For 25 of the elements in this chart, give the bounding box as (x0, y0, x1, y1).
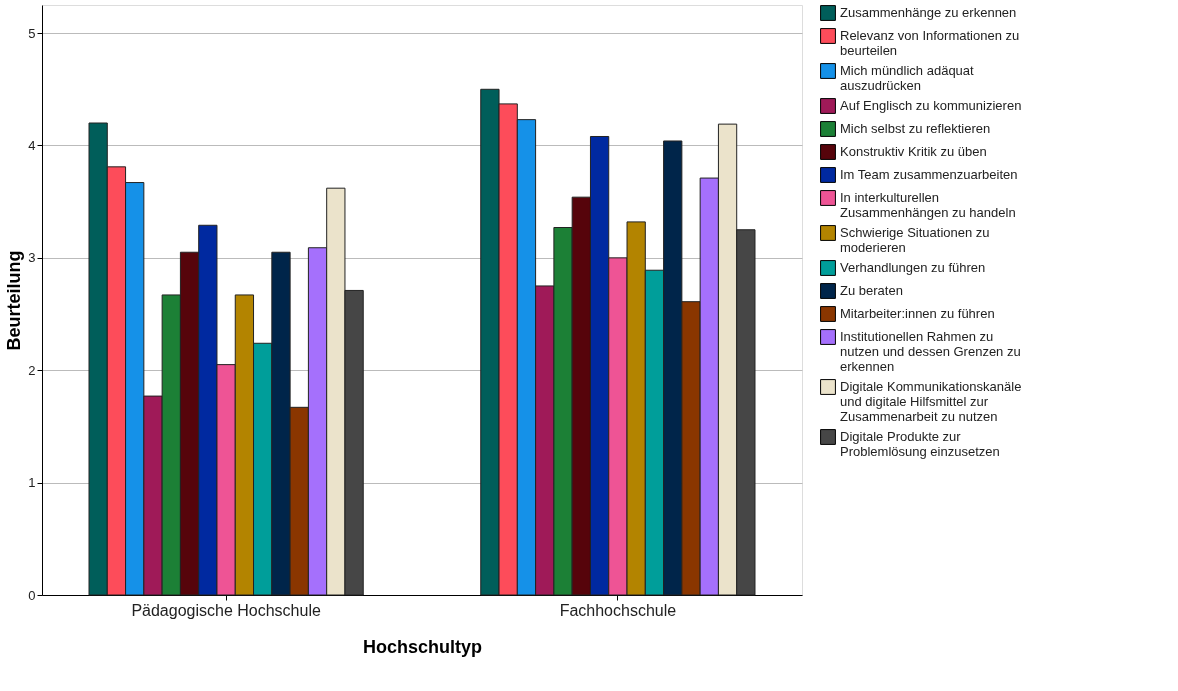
y-axis-title: Beurteilung (4, 250, 25, 351)
legend-label: Auf Englisch zu kommunizieren (840, 98, 1022, 113)
legend-label: Konstruktiv Kritik zu üben (840, 144, 987, 159)
y-tick-label: 2 (28, 362, 36, 378)
legend-label: Verhandlungen zu führen (840, 260, 986, 275)
y-tick-label: 3 (28, 250, 36, 266)
legend-label: Digitale Kommunikationskanäle und digitale Hilfsmittel zur Zusammenarbeit zu nutzen (840, 379, 1022, 424)
legend-label: Zusammenhänge zu erkennen (840, 5, 1017, 20)
legend-label: Mitarbeiter:innen zu führen (840, 306, 995, 321)
x-axis-title: Hochschultyp (362, 636, 483, 657)
legend-label: Digitale Produkte zur Problemlösung einzusetzen (840, 429, 1000, 459)
legend-label: Schwierige Situationen zu moderieren (840, 225, 990, 255)
legend-label: In interkulturellen Zusammenhängen zu handeln (840, 190, 1016, 220)
legend-label: Institutionellen Rahmen zu nutzen und dessen Grenzen zu erkennen (840, 329, 1021, 374)
y-tick-label: 4 (28, 137, 36, 153)
y-tick-label: 5 (28, 25, 36, 41)
legend-label: Relevanz von Informationen zu beurteilen (840, 28, 1020, 58)
legend-label: Mich selbst zu reflektieren (840, 121, 991, 136)
legend-label: Mich mündlich adäquat auszudrücken (840, 63, 975, 93)
legend-label: Im Team zusammenzuarbeiten (840, 167, 1018, 182)
y-tick-label: 0 (28, 587, 36, 603)
x-tick-label: Fachhochschule (559, 601, 677, 619)
y-tick-label: 1 (28, 475, 36, 491)
legend-label: Zu beraten (840, 283, 903, 298)
x-tick-label: Pädagogische Hochschule (131, 601, 321, 619)
